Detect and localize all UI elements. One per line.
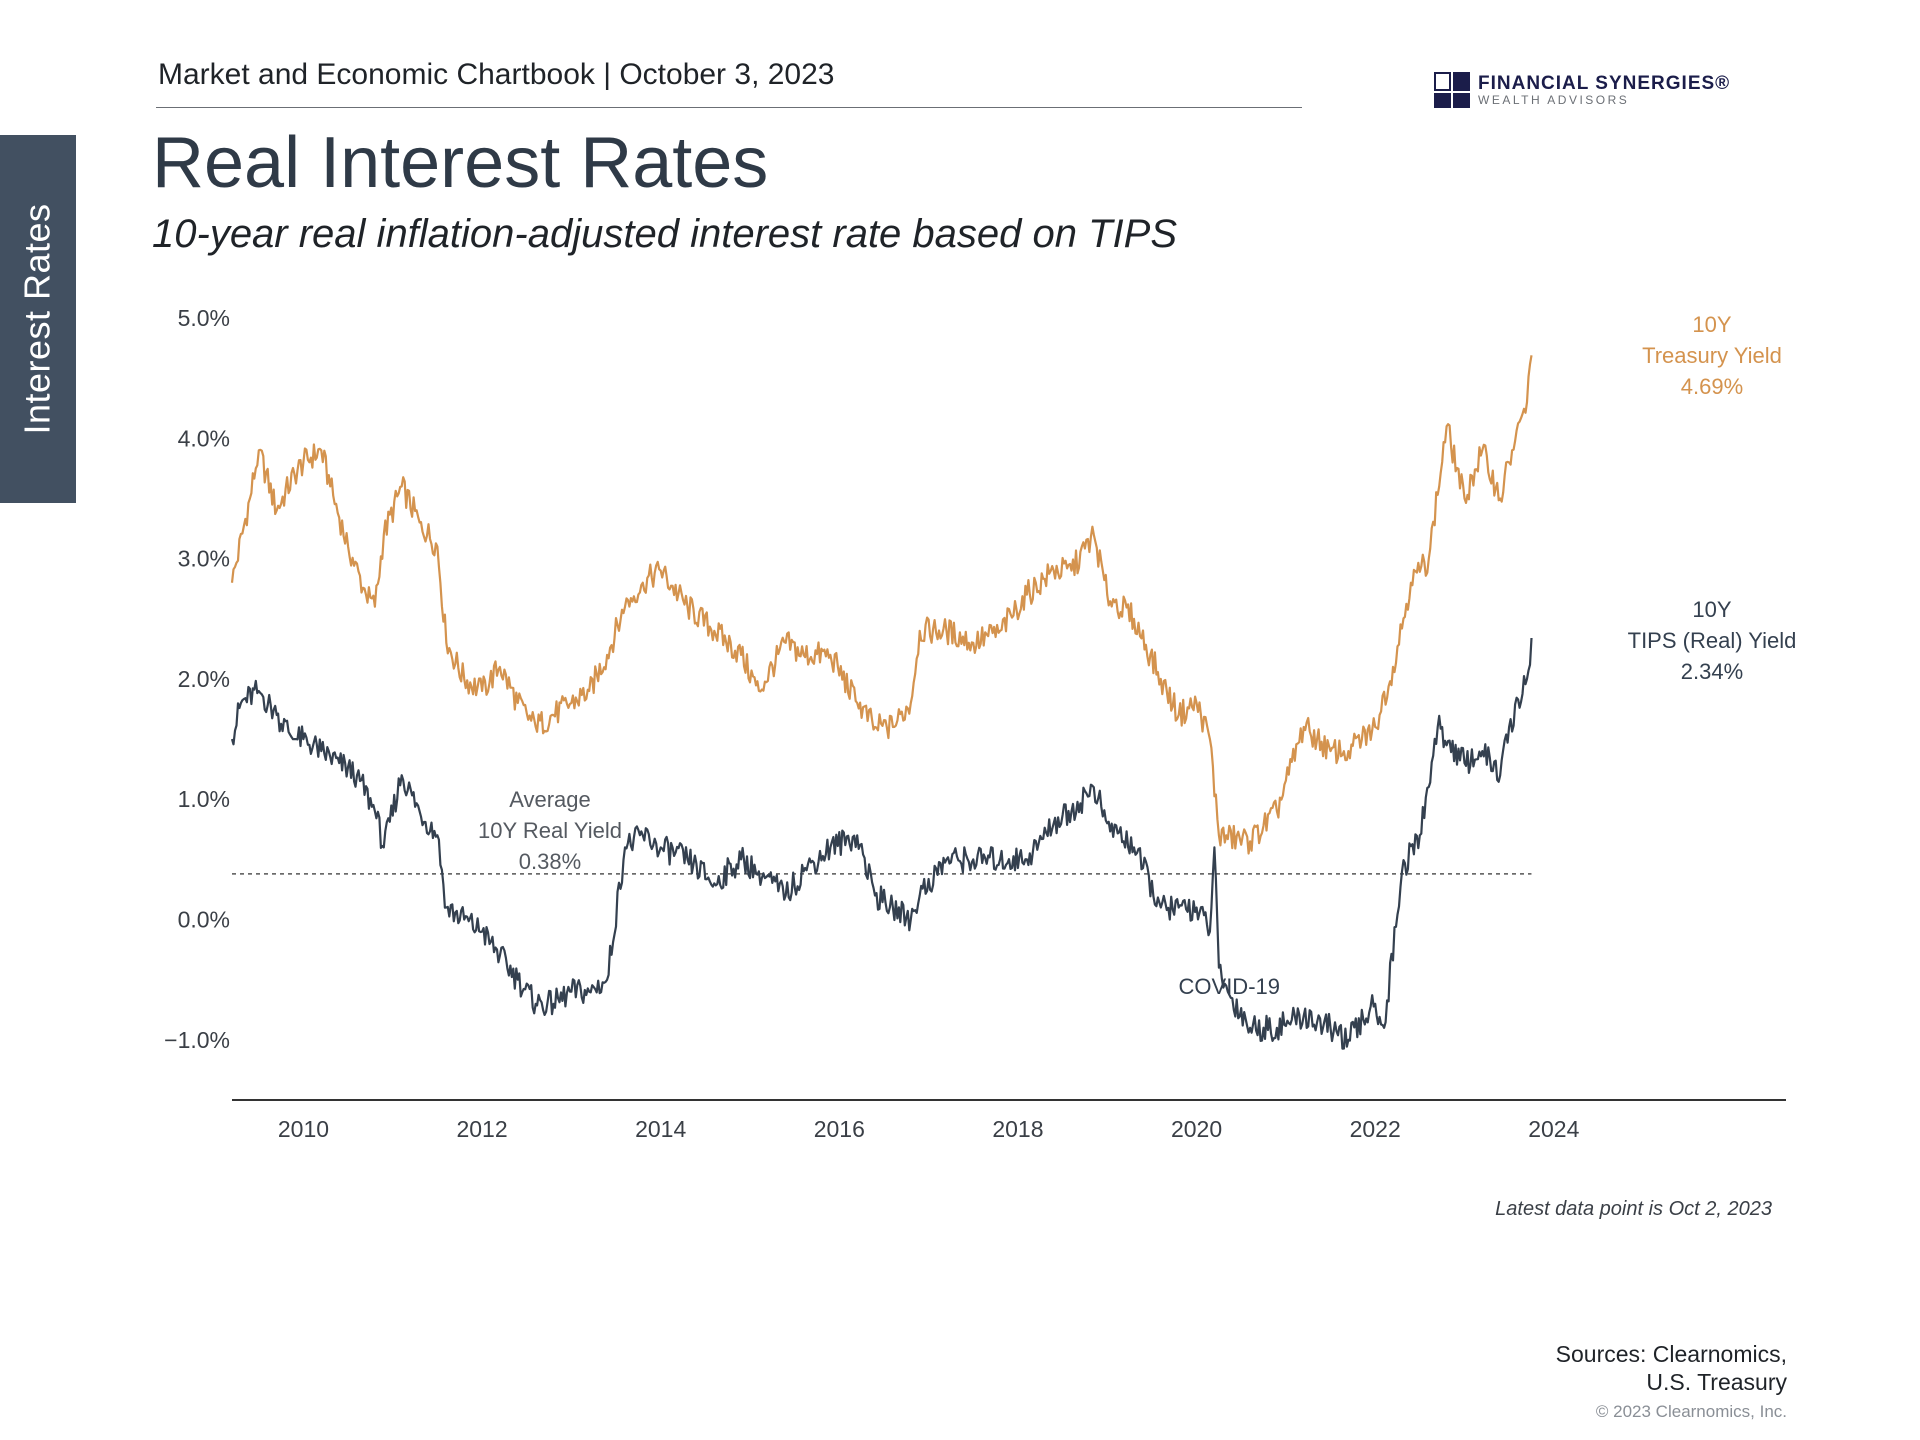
tips-yield-series-line [230, 637, 1533, 1050]
tips-series-label: TIPS (Real) Yield [1628, 628, 1797, 653]
y-tick-label: 0.0% [178, 907, 230, 933]
x-tick-label: 2012 [456, 1116, 507, 1142]
chart-annotations: Average 10Y Real Yield 0.38% COVID-19 10Y Tre… [478, 312, 1796, 999]
y-tick-label: 1.0% [178, 786, 230, 812]
x-tick-label: 2024 [1528, 1116, 1579, 1142]
tips-series-label: 10Y [1692, 597, 1731, 622]
x-tick-label: 2018 [992, 1116, 1043, 1142]
page-title: Real Interest Rates [152, 123, 769, 203]
y-tick-label: −1.0% [164, 1027, 230, 1053]
header-divider [156, 107, 1302, 108]
latest-data-footnote: Latest data point is Oct 2, 2023 [1495, 1198, 1772, 1220]
logo-name: FINANCIAL SYNERGIES® [1478, 73, 1731, 94]
y-tick-label: 4.0% [178, 425, 230, 451]
x-axis-labels: 2010 2012 2014 2016 2018 2020 2022 2024 [278, 1116, 1580, 1142]
sources-note: Sources: Clearnomics, U.S. Treasury [1556, 1340, 1787, 1396]
y-tick-label: 3.0% [178, 546, 230, 572]
logo-mark-icon [1434, 72, 1470, 108]
sources-line-2: U.S. Treasury [1646, 1369, 1787, 1395]
y-tick-label: 2.0% [178, 666, 230, 692]
copyright: © 2023 Clearnomics, Inc. [1595, 1402, 1787, 1421]
covid-annotation: COVID-19 [1179, 974, 1280, 999]
x-tick-label: 2014 [635, 1116, 686, 1142]
average-label-line: Average [509, 787, 591, 812]
average-label-line: 0.38% [519, 849, 581, 874]
x-tick-label: 2016 [814, 1116, 865, 1142]
average-label-line: 10Y Real Yield [478, 818, 622, 843]
page-subtitle: 10-year real inflation-adjusted interest… [152, 212, 1178, 256]
x-tick-label: 2022 [1350, 1116, 1401, 1142]
y-tick-label: 5.0% [178, 305, 230, 331]
treasury-series-label: 10Y [1692, 312, 1731, 337]
treasury-series-label: 4.69% [1681, 374, 1743, 399]
sources-line-1: Sources: Clearnomics, [1555, 1341, 1787, 1367]
chartbook-header: Market and Economic Chartbook | October … [158, 58, 835, 91]
logo-subtitle: WEALTH ADVISORS [1478, 93, 1630, 107]
company-logo: FINANCIAL SYNERGIES® WEALTH ADVISORS [1434, 72, 1730, 108]
y-axis-labels: 5.0% 4.0% 3.0% 2.0% 1.0% 0.0% −1.0% [164, 305, 230, 1053]
side-tab: Interest Rates [0, 135, 76, 503]
treasury-yield-series-line [230, 355, 1533, 855]
treasury-series-label: Treasury Yield [1642, 343, 1782, 368]
x-tick-label: 2010 [278, 1116, 329, 1142]
x-tick-label: 2020 [1171, 1116, 1222, 1142]
tips-series-label: 2.34% [1681, 659, 1743, 684]
